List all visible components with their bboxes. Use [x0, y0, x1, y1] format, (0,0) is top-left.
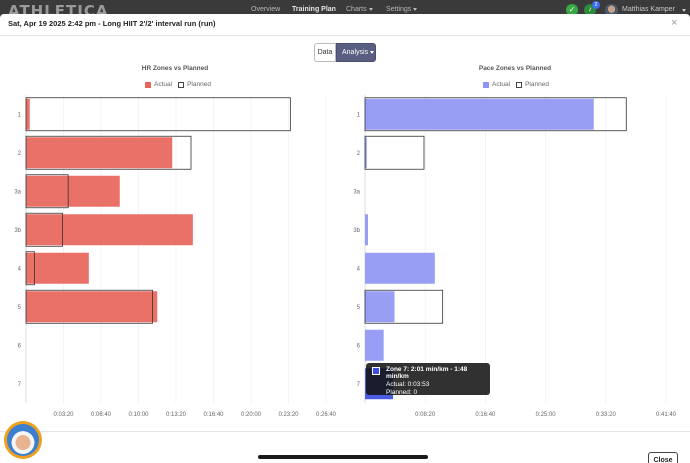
check-icon[interactable]: ✓ [566, 4, 578, 16]
close-button[interactable]: Close [648, 452, 678, 463]
pace-x-tick-label: 0:33:20 [596, 412, 617, 418]
hr-bar-planned [25, 135, 192, 170]
hr-chart-legend: Actual Planned [145, 81, 211, 88]
pace-bar-actual [365, 98, 594, 130]
user-name[interactable]: Matthias Kamper [622, 6, 675, 13]
coach-avatar[interactable] [4, 421, 42, 459]
hr-bar-actual [26, 214, 193, 246]
pace-bar-actual [365, 329, 384, 361]
hr-y-tick-label: 7 [18, 382, 22, 388]
legend-swatch-planned [516, 81, 523, 88]
nav-overview[interactable]: Overview [251, 6, 281, 13]
nav-training-plan[interactable]: Training Plan [292, 6, 336, 13]
tooltip-planned: Planned: 0 [386, 389, 418, 396]
pace-bar-actual [365, 137, 367, 169]
pace-y-tick-label: 3b [353, 228, 360, 234]
hr-bar-planned [25, 251, 35, 286]
notification-badge: 2 [592, 1, 600, 9]
legend-swatch-planned [178, 81, 185, 88]
hr-bar-actual [26, 252, 89, 284]
pace-y-tick-label: 1 [357, 112, 361, 118]
divider [0, 35, 690, 36]
legend-label-planned: Planned [525, 81, 549, 88]
nav-charts[interactable]: Charts [346, 6, 373, 13]
hr-x-tick-label: 0:10:00 [128, 412, 149, 418]
close-icon[interactable]: × [671, 17, 678, 29]
legend-label-actual: Actual [154, 81, 173, 88]
hr-y-tick-label: 3b [14, 228, 21, 234]
pace-x-tick-label: 0:08:20 [415, 412, 436, 418]
hr-y-tick-label: 6 [18, 343, 22, 349]
pace-x-tick-label: 0:16:40 [475, 412, 496, 418]
hr-bar-actual [26, 137, 173, 169]
pace-y-tick-label: 5 [357, 305, 361, 311]
hr-bar-planned [25, 174, 69, 209]
chart-tooltip: Zone 7: 2:01 min/km - 1:48 min/km Actual… [366, 363, 490, 396]
hr-bar-actual [26, 175, 120, 207]
chevron-down-icon [413, 7, 418, 11]
pace-y-tick-label: 3a [353, 189, 360, 195]
legend-label-actual: Actual [492, 81, 511, 88]
hr-bar-actual [26, 98, 30, 130]
tab-analysis-label: Analysis [342, 49, 369, 56]
hr-x-tick-label: 0:03:20 [53, 412, 74, 418]
pace-bar-planned [364, 135, 425, 170]
tooltip-title: Zone 7: 2:01 min/km - 1:48 min/km [386, 366, 468, 380]
legend-label-planned: Planned [187, 81, 211, 88]
hr-x-tick-label: 0:20:00 [241, 412, 262, 418]
nav-settings[interactable]: Settings [386, 6, 418, 13]
chevron-down-icon [368, 7, 373, 11]
legend-swatch-actual [483, 81, 489, 88]
hr-bar-planned [25, 289, 153, 324]
hr-bar-planned [25, 212, 63, 247]
pace-y-tick-label: 2 [357, 151, 361, 157]
hr-x-tick-label: 0:26:40 [316, 412, 337, 418]
hr-bar-actual [26, 291, 158, 323]
tab-data[interactable]: Data [314, 43, 336, 62]
user-avatar[interactable] [605, 4, 618, 17]
pace-chart-legend: Actual Planned [483, 81, 549, 88]
hr-y-tick-label: 5 [18, 305, 22, 311]
hr-x-tick-label: 0:06:40 [91, 412, 112, 418]
pace-bar-actual [365, 214, 369, 246]
pace-bar-planned [364, 289, 444, 324]
tooltip-swatch [372, 367, 380, 375]
hr-x-tick-label: 0:23:20 [278, 412, 299, 418]
legend-swatch-actual [145, 81, 151, 88]
hr-bar-planned [25, 97, 291, 132]
chevron-down-icon [370, 50, 375, 54]
home-indicator [258, 455, 428, 459]
pace-y-tick-label: 4 [357, 266, 361, 272]
pace-y-tick-label: 6 [357, 343, 361, 349]
hr-chart-title: HR Zones vs Planned [141, 65, 209, 72]
pace-bar-planned [364, 97, 627, 132]
pace-bar-actual [365, 291, 395, 323]
view-toggle: Data Analysis [314, 43, 376, 62]
hr-y-tick-label: 1 [18, 112, 22, 118]
hr-y-tick-label: 2 [18, 151, 22, 157]
divider [0, 431, 690, 432]
tab-analysis[interactable]: Analysis [336, 43, 376, 62]
pace-x-tick-label: 0:25:00 [536, 412, 557, 418]
hr-x-tick-label: 0:16:40 [203, 412, 224, 418]
pace-x-tick-label: 0:41:40 [656, 412, 677, 418]
hr-y-tick-label: 4 [18, 266, 22, 272]
nav-settings-label: Settings [386, 6, 412, 13]
coach-avatar-image [7, 424, 39, 456]
modal-title: Sat, Apr 19 2025 2:42 pm - Long HIIT 2'/… [8, 19, 216, 28]
chevron-down-icon[interactable] [682, 9, 686, 12]
pace-bar-actual [365, 252, 435, 284]
pace-y-tick-label: 7 [357, 382, 361, 388]
pace-chart-title: Pace Zones vs Planned [478, 65, 552, 72]
hr-y-tick-label: 3a [14, 189, 21, 195]
hr-x-tick-label: 0:13:20 [166, 412, 187, 418]
nav-charts-label: Charts [346, 6, 367, 13]
tooltip-actual: Actual: 0:03:53 [386, 381, 430, 388]
